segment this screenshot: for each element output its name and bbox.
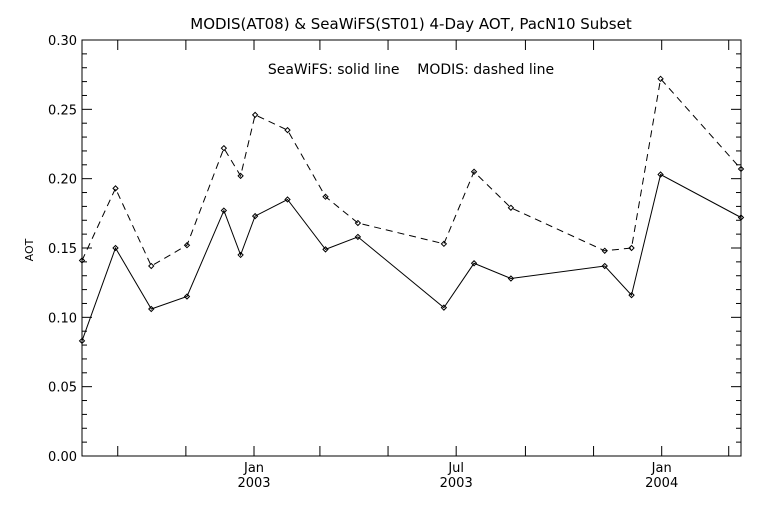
x-tick-label-year: 2003 <box>237 476 270 491</box>
data-point-modis <box>507 204 515 211</box>
data-point-modis <box>440 240 448 248</box>
y-tick-label: 0.05 <box>48 381 77 396</box>
data-point-seawifs <box>220 207 228 214</box>
y-tick-label: 0.25 <box>48 103 77 118</box>
y-tick-label: 0.20 <box>48 173 77 188</box>
data-point-seawifs <box>737 214 745 221</box>
x-tick-label-month: Jul <box>447 461 464 476</box>
data-point-modis <box>657 75 664 83</box>
y-tick-label: 0.15 <box>48 242 77 257</box>
data-point-seawifs <box>601 262 608 270</box>
legend-note: SeaWiFS: solid line MODIS: dashed line <box>268 62 554 78</box>
data-point-modis <box>220 144 228 152</box>
series-layer <box>78 75 745 345</box>
series-line-modis <box>81 77 742 267</box>
data-point-seawifs <box>78 337 86 345</box>
axes: 0.000.050.100.150.200.250.30Jan2003Jul20… <box>48 34 742 491</box>
data-point-seawifs <box>251 212 259 220</box>
data-point-modis <box>78 257 86 264</box>
data-point-seawifs <box>470 260 478 267</box>
data-point-modis <box>737 165 745 173</box>
data-point-modis <box>628 244 635 252</box>
chart-title: MODIS(AT08) & SeaWiFS(ST01) 4-Day AOT, P… <box>190 15 632 33</box>
data-point-seawifs <box>112 244 119 252</box>
data-point-modis <box>237 172 244 180</box>
data-point-seawifs <box>322 246 329 253</box>
data-point-modis <box>251 111 259 119</box>
data-point-seawifs <box>507 275 515 282</box>
data-point-modis <box>183 242 191 249</box>
series-line-seawifs <box>81 173 742 342</box>
y-tick-label: 0.30 <box>48 34 77 49</box>
y-tick-label: 0.10 <box>48 311 77 326</box>
x-tick-label-year: 2004 <box>645 476 678 491</box>
data-point-seawifs <box>354 233 362 241</box>
data-point-modis <box>470 168 478 175</box>
data-point-modis <box>354 219 362 227</box>
plot-frame <box>81 39 742 457</box>
data-point-modis <box>322 193 329 200</box>
data-point-seawifs <box>284 196 291 203</box>
data-point-modis <box>112 185 119 192</box>
x-tick-label-year: 2003 <box>440 476 473 491</box>
y-tick-label: 0.00 <box>48 450 77 465</box>
data-point-modis <box>284 126 291 134</box>
data-point-seawifs <box>657 171 664 178</box>
y-axis-label: AOT <box>23 238 36 261</box>
data-point-seawifs <box>183 293 191 300</box>
data-point-modis <box>148 262 155 270</box>
data-point-modis <box>601 247 608 254</box>
data-point-seawifs <box>148 305 155 313</box>
data-point-seawifs <box>628 291 635 299</box>
x-tick-label-month: Jan <box>243 461 264 476</box>
data-point-seawifs <box>440 304 448 311</box>
data-point-seawifs <box>237 251 244 259</box>
x-tick-label-month: Jan <box>651 461 672 476</box>
